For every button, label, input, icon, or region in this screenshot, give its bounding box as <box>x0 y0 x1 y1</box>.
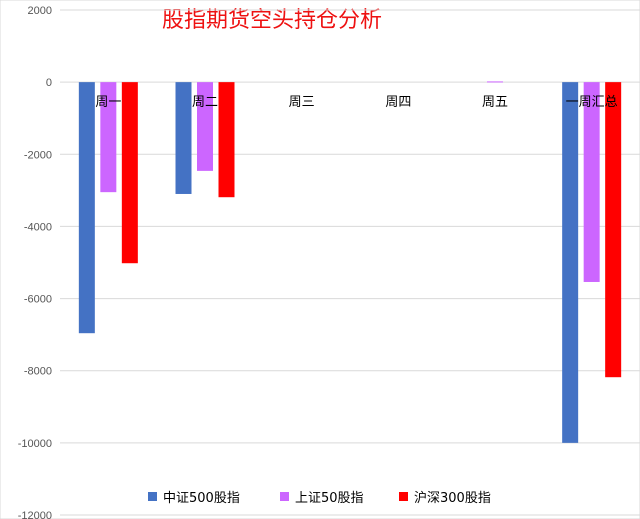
bar-2-2 <box>197 82 213 171</box>
bar-1-2 <box>175 82 192 194</box>
category-labels: 周一 周二 周三 周四 周五 一周汇总 <box>95 95 617 110</box>
y-tick-label: -4000 <box>24 221 52 233</box>
legend-label: 上证50股指 <box>295 491 364 506</box>
grid-lines <box>60 9 640 516</box>
bar-3-6 <box>605 82 622 378</box>
y-axis-ticks: 2000 0 -2000 -4000 -6000 -8000 -10000 -12000 <box>18 5 52 519</box>
category-label: 周四 <box>385 95 411 110</box>
bar-3-1 <box>121 82 138 264</box>
legend-label: 中证500股指 <box>163 491 240 506</box>
y-tick-label: -8000 <box>24 366 52 378</box>
y-tick-label: 2000 <box>28 5 52 17</box>
y-tick-label: 0 <box>46 77 52 89</box>
bar-1-1 <box>78 82 95 334</box>
category-label: 一周汇总 <box>566 95 618 110</box>
category-label: 周二 <box>192 95 218 110</box>
category-label: 周五 <box>482 95 508 110</box>
bars <box>78 81 622 443</box>
bar-2-1 <box>100 82 117 193</box>
bar-3-2 <box>218 82 235 198</box>
category-label: 周一 <box>95 95 121 110</box>
bar-2-6 <box>583 82 600 282</box>
legend-swatch <box>280 492 289 501</box>
chart-title: 股指期货空头持仓分析 <box>162 8 382 33</box>
legend-label: 沪深300股指 <box>414 490 491 506</box>
y-tick-label: -2000 <box>24 149 52 161</box>
y-tick-label: -10000 <box>18 438 52 450</box>
bar-2-5 <box>487 81 503 83</box>
y-tick-label: -12000 <box>18 510 52 519</box>
legend-swatch <box>399 492 408 501</box>
category-label: 周三 <box>289 95 315 110</box>
legend: 中证500股指 上证50股指 沪深300股指 <box>148 490 491 506</box>
legend-swatch <box>148 492 157 501</box>
bar-1-6 <box>562 82 579 443</box>
y-tick-label: -6000 <box>24 294 52 306</box>
